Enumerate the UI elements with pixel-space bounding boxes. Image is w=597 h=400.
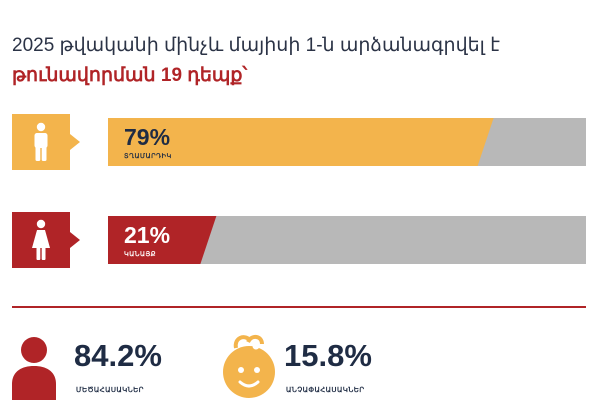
female-percent-label: 21% [124, 222, 171, 248]
adult-label: ՄԵԾԱՀԱՍԱԿՆԵՐ [76, 387, 144, 394]
adult-percent: 84.2% [74, 338, 162, 373]
male-bar-fill [108, 118, 494, 166]
male-icon-box [12, 114, 80, 170]
male-percent-label: 79% [124, 124, 171, 150]
child-percent: 15.8% [284, 338, 372, 373]
child-label: ԱՆՉԱՓԱՀԱՍԱԿՆԵՐ [286, 387, 365, 394]
female-bar-row: 21% ԿԱՆԱՅՔ [12, 212, 586, 268]
section-divider [12, 306, 586, 308]
female-icon [32, 219, 50, 260]
female-category-label: ԿԱՆԱՅՔ [124, 251, 157, 258]
male-category-label: ՏՂԱՄԱՐԴԻԿ [124, 153, 172, 160]
baby-face-icon [223, 335, 275, 398]
female-bar-fill [108, 216, 217, 264]
male-bar-row: 79% ՏՂԱՄԱՐԴԻԿ [12, 114, 586, 170]
bar-0 [108, 118, 494, 166]
male-bar-track: 79% ՏՂԱՄԱՐԴԻԿ [108, 118, 586, 166]
male-icon [34, 122, 48, 161]
bar-1 [108, 216, 217, 264]
female-bar-track: 21% ԿԱՆԱՅՔ [108, 216, 586, 264]
female-icon-box [12, 212, 80, 268]
title-line-1: 2025 թվականի մինչև մայիսի 1-ն արձանագրվե… [12, 35, 500, 56]
title-line-2: թունավորման 19 դեպք՝ [12, 65, 248, 86]
adult-person-icon [12, 337, 56, 400]
